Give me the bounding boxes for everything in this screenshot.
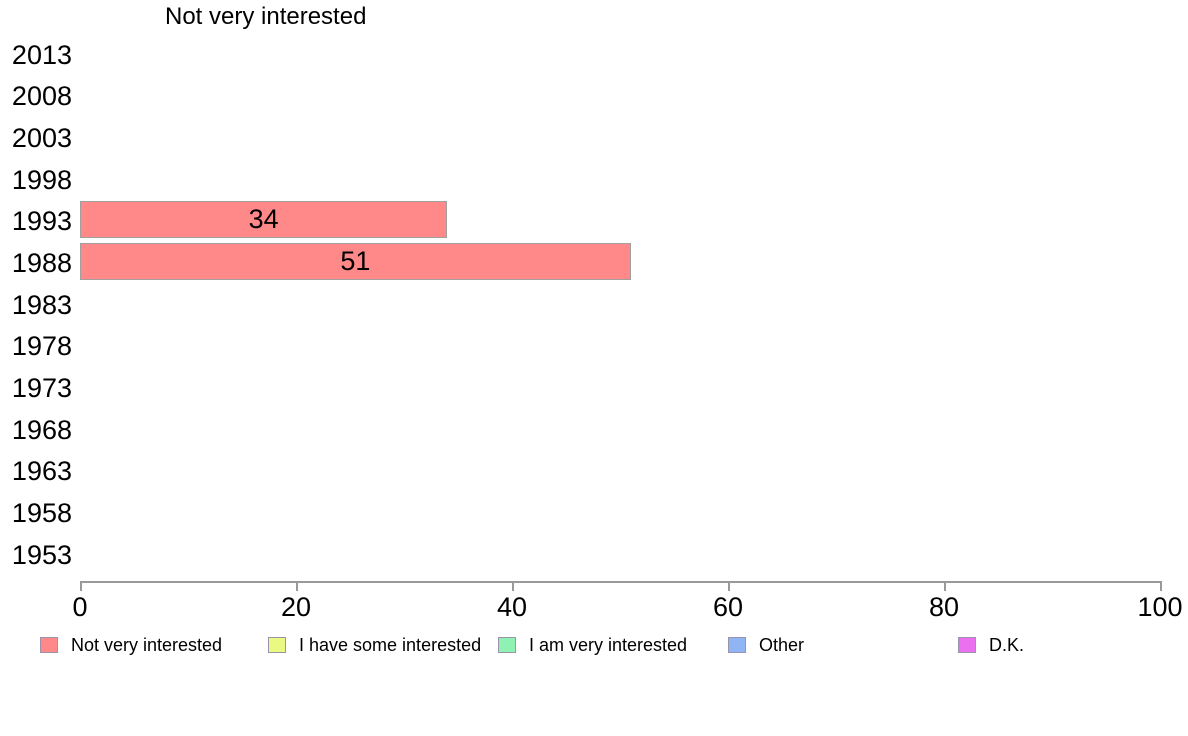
x-axis-tick-label: 60 (712, 592, 744, 622)
legend-swatch (40, 637, 58, 653)
legend-swatch (498, 637, 516, 653)
legend-item-other: Other (728, 634, 804, 656)
y-axis-label: 1988 (11, 248, 72, 278)
legend-item-not-very-interested: Not very interested (40, 634, 222, 656)
legend-swatch (958, 637, 976, 653)
x-axis-tick-label: 0 (72, 592, 88, 622)
x-axis-tick (944, 581, 946, 591)
y-axis-label: 1973 (11, 373, 72, 404)
legend-item-i-have-some-interested: I have some interested (268, 634, 481, 656)
x-axis-tick (1160, 581, 1162, 591)
x-axis-tick-label: 100 (1137, 592, 1183, 622)
y-axis-label: 1983 (11, 289, 72, 320)
y-axis-label: 1968 (11, 414, 72, 445)
x-axis-tick (80, 581, 82, 591)
legend-swatch (268, 637, 286, 653)
x-axis-tick (728, 581, 730, 591)
y-axis-label: 2003 (11, 123, 72, 153)
y-axis-label: 1978 (11, 331, 72, 362)
x-axis-tick-label: 20 (280, 592, 312, 622)
legend-item-i-am-very-interested: I am very interested (498, 634, 687, 656)
x-axis-tick-label: 80 (928, 592, 960, 622)
chart-title: Not very interested (165, 3, 367, 30)
y-axis-label: 2008 (11, 81, 72, 112)
y-axis-label: 2013 (11, 39, 72, 70)
y-axis-label: 1953 (11, 539, 72, 570)
x-axis-tick (296, 581, 298, 591)
x-axis-tick-label: 40 (496, 592, 528, 622)
y-axis-label: 1993 (11, 206, 72, 237)
y-axis-label: 1958 (11, 498, 72, 529)
bar-value-label: 34 (248, 204, 279, 235)
legend-item-d-k: D.K. (958, 634, 1024, 656)
bar-value-label: 51 (340, 245, 371, 276)
x-axis-tick (512, 581, 514, 591)
bar-1993: 34 (80, 201, 448, 239)
x-axis-line (80, 581, 1161, 583)
y-axis-label: 1963 (11, 456, 72, 487)
bar-1988: 51 (80, 242, 631, 280)
legend-label: Not very interested (71, 634, 223, 655)
legend-swatch (728, 637, 746, 653)
legend-label: D.K. (989, 634, 1025, 655)
y-axis-label: 1998 (11, 164, 72, 195)
legend-label: Other (759, 634, 805, 655)
legend-label: I have some interested (299, 634, 482, 655)
legend-label: I am very interested (529, 634, 688, 655)
